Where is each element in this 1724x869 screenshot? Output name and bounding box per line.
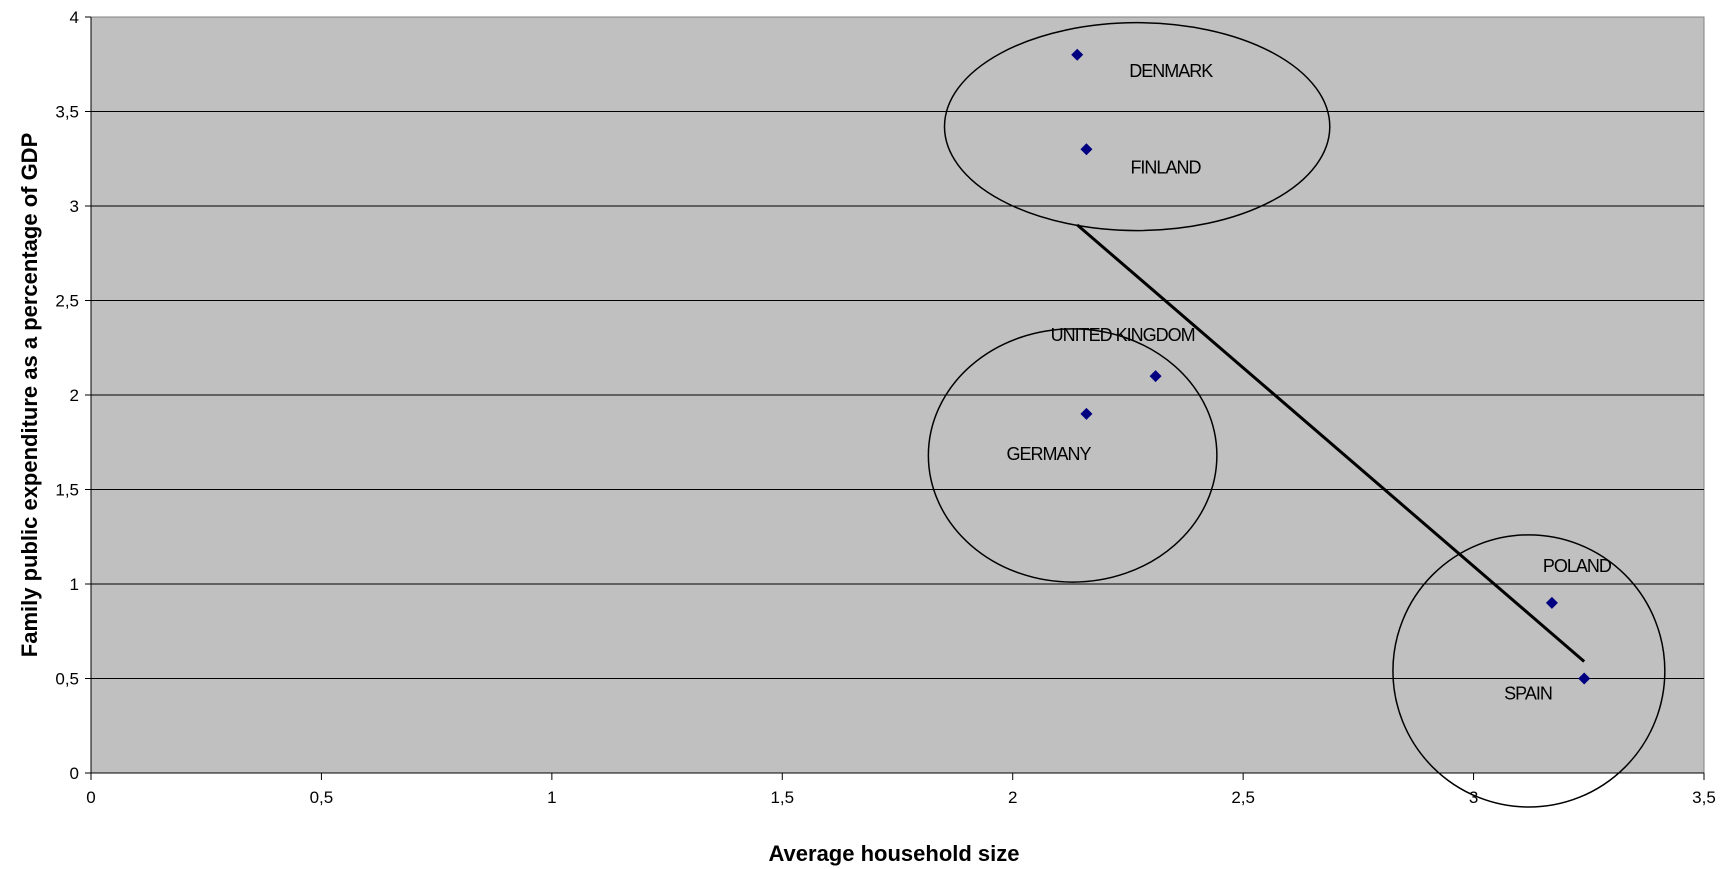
- x-axis-title: Average household size: [768, 841, 1019, 866]
- y-tick-label: 4: [70, 8, 79, 27]
- annotations: [927, 21, 1666, 808]
- data-label: POLAND: [1543, 556, 1612, 576]
- x-tick-label: 1,5: [770, 788, 794, 807]
- data-label: FINLAND: [1130, 157, 1201, 177]
- data-point: [1578, 672, 1591, 685]
- y-axis-title: Family public expenditure as a percentag…: [17, 133, 42, 657]
- x-tick-label: 3,5: [1692, 788, 1716, 807]
- y-tick-label: 3: [70, 197, 79, 216]
- data-label: GERMANY: [1006, 444, 1091, 464]
- x-tick-label: 2,5: [1231, 788, 1255, 807]
- axes: 0 0,5 1 1,5 2 2,5 3 3,5 4 0 0,5 1 1,5 2 2,5 3 3,5: [55, 8, 1715, 807]
- y-tick-label: 3,5: [55, 103, 79, 122]
- data-point: [1080, 143, 1093, 156]
- data-label: DENMARK: [1129, 61, 1213, 81]
- data-point: [1545, 596, 1558, 609]
- data-points: DENMARK FINLAND UNITED KINGDOM GERMANY POLAN…: [1006, 48, 1613, 704]
- y-tick-label: 0: [70, 764, 79, 783]
- data-point: [1080, 407, 1093, 420]
- x-tick-label: 0: [86, 788, 95, 807]
- data-point: [1071, 48, 1084, 61]
- group-ellipse: [1392, 534, 1666, 808]
- x-tick-label: 2: [1008, 788, 1017, 807]
- group-ellipse: [927, 328, 1218, 583]
- data-label: SPAIN: [1504, 684, 1552, 704]
- x-tick-label: 3: [1469, 788, 1478, 807]
- y-tick-label: 2,5: [55, 292, 79, 311]
- gridlines: [91, 111, 1704, 679]
- trend-line: [1076, 223, 1586, 663]
- x-tick-label: 1: [547, 788, 556, 807]
- x-tick-label: 0,5: [310, 788, 334, 807]
- y-tick-label: 1: [70, 575, 79, 594]
- data-label: UNITED KINGDOM: [1051, 325, 1195, 345]
- y-tick-label: 1,5: [55, 481, 79, 500]
- y-tick-label: 2: [70, 386, 79, 405]
- data-point: [1149, 370, 1162, 383]
- y-tick-label: 0,5: [55, 670, 79, 689]
- group-ellipse: [943, 21, 1331, 232]
